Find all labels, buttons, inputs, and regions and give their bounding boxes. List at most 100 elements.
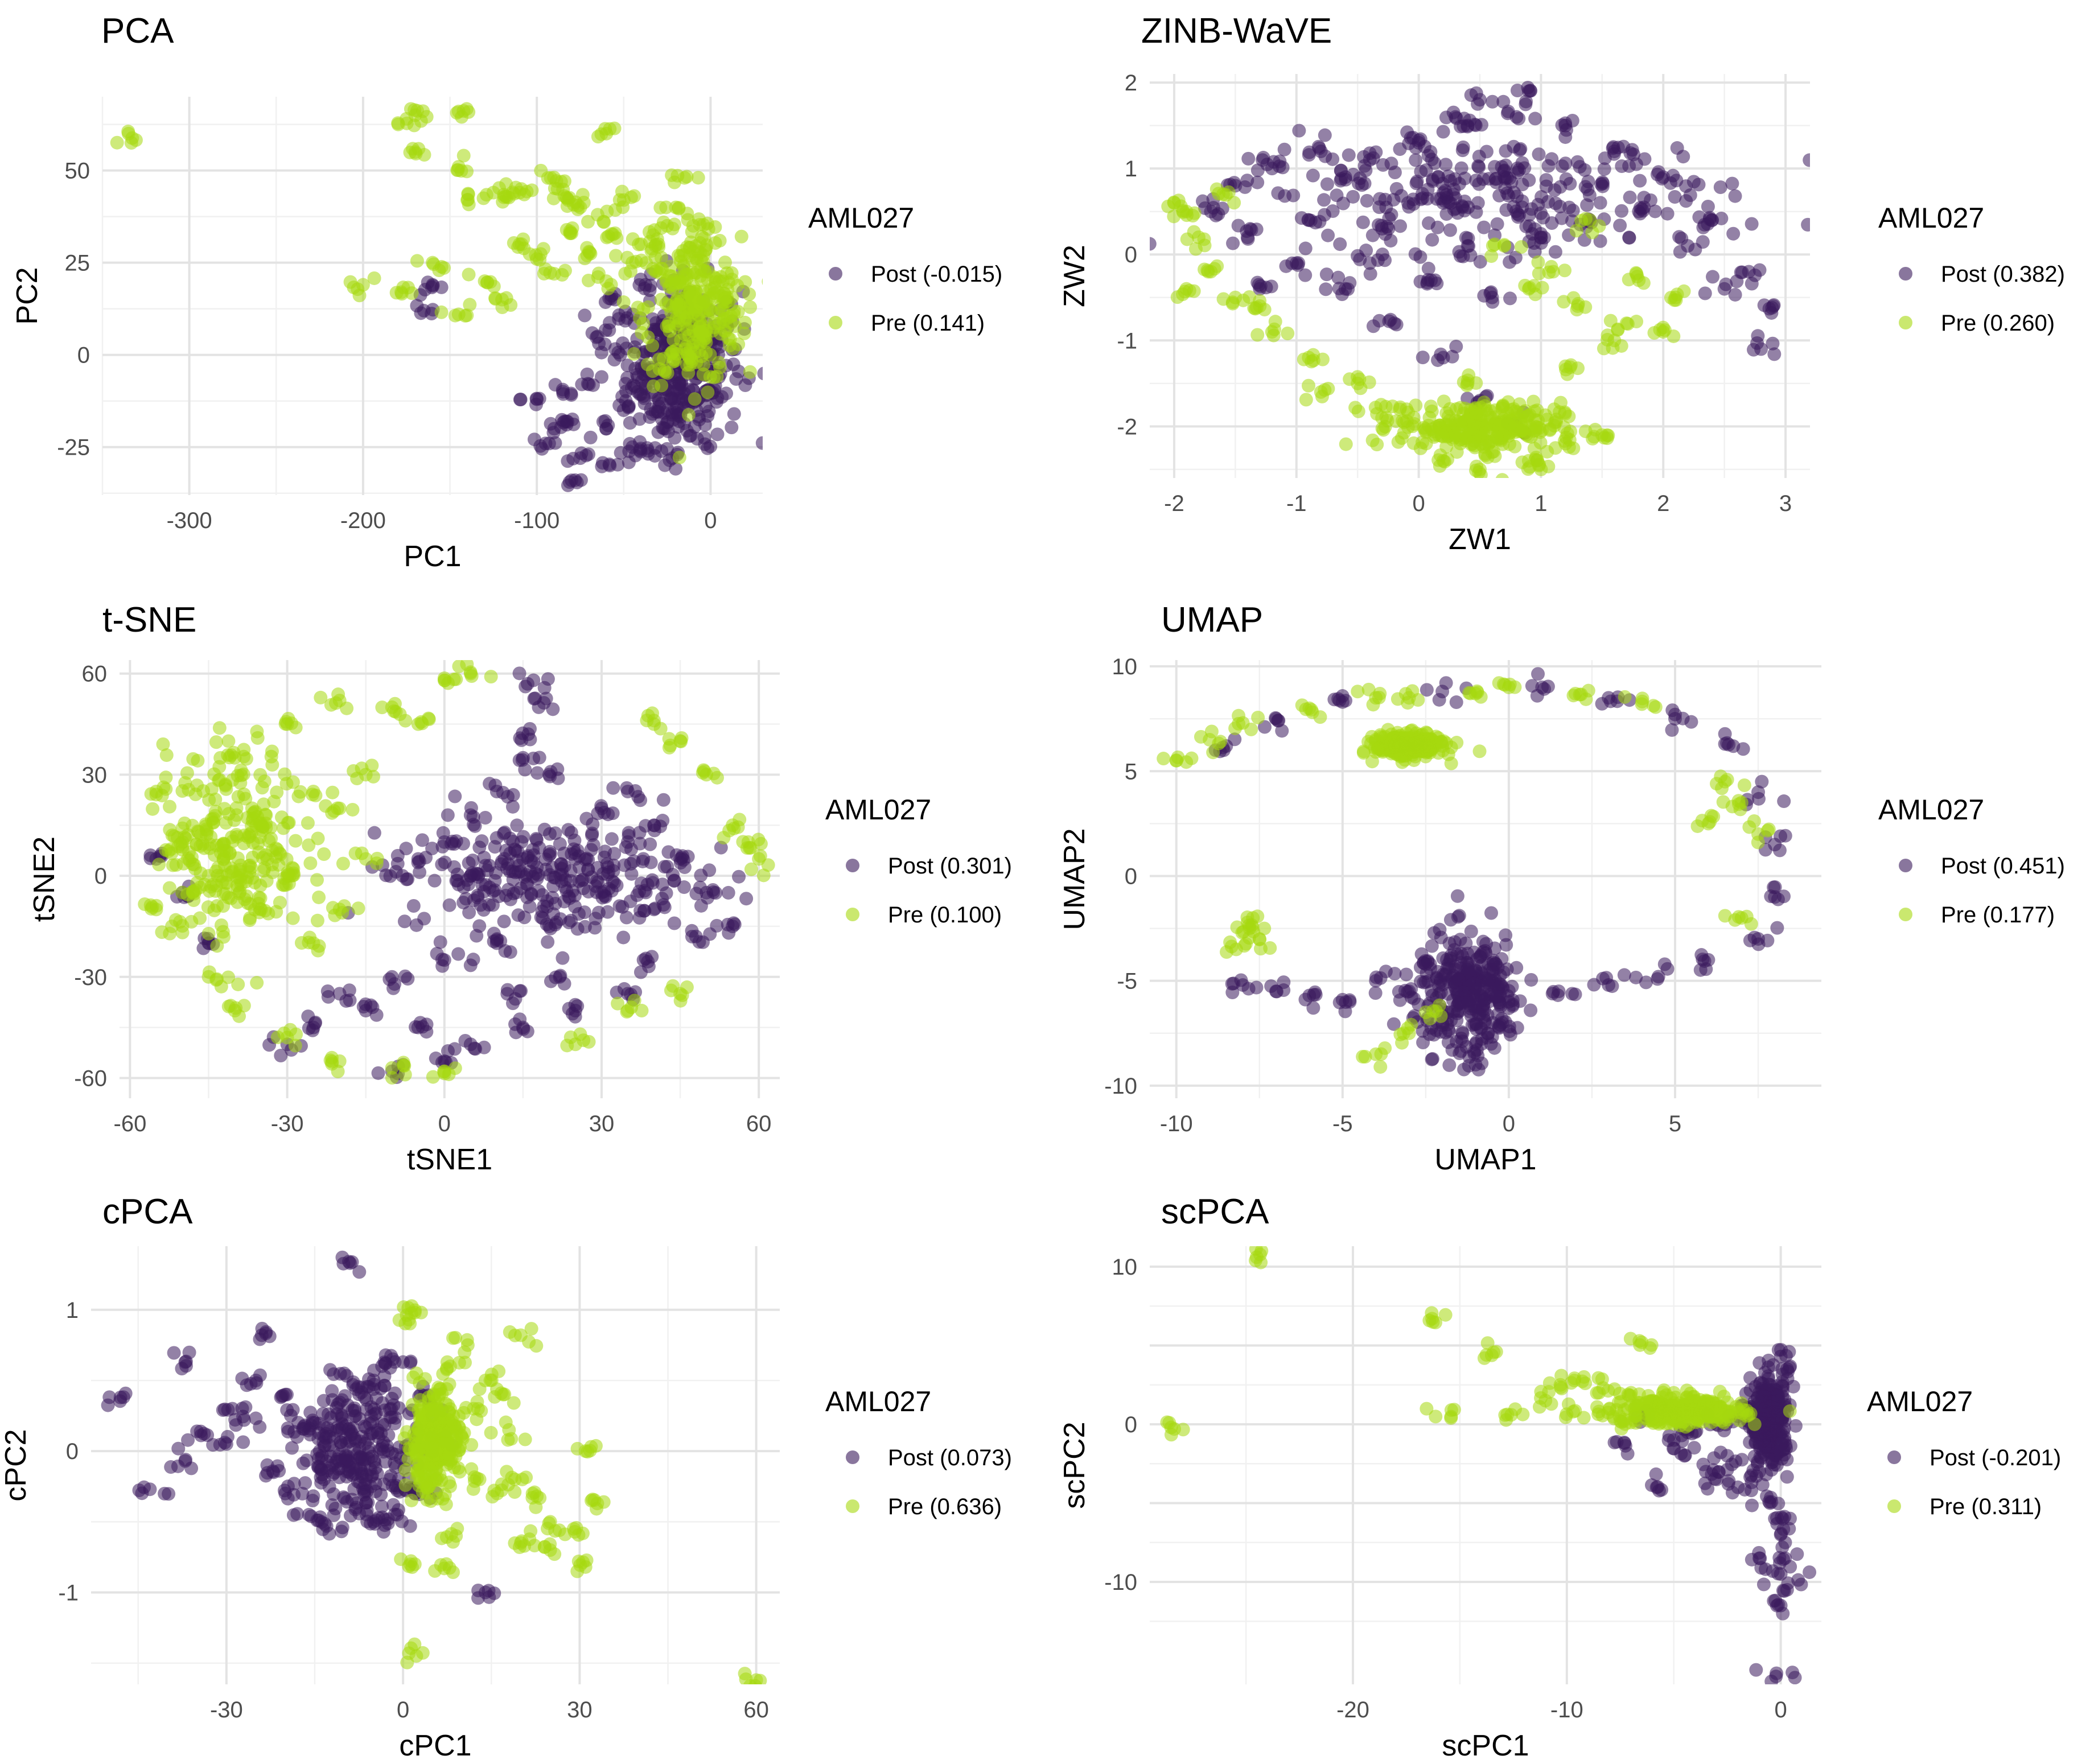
data-point [415, 833, 429, 847]
data-point [1578, 180, 1593, 194]
data-point [1472, 160, 1486, 174]
data-point [1554, 211, 1569, 225]
data-point [1226, 236, 1240, 250]
data-point [1298, 241, 1313, 255]
data-point [602, 323, 616, 337]
data-point [447, 672, 461, 686]
data-point [1408, 247, 1422, 261]
data-point [529, 1500, 543, 1514]
data-point [298, 1476, 312, 1490]
data-point [234, 868, 248, 883]
data-point [541, 1522, 555, 1536]
data-point [589, 912, 603, 926]
y-tick-label: 0 [66, 1439, 79, 1464]
data-point [549, 916, 563, 930]
data-point [414, 306, 428, 320]
data-point [345, 802, 360, 817]
data-point [497, 914, 511, 929]
data-point [236, 767, 250, 781]
y-tick-label: -25 [57, 435, 90, 460]
data-point [314, 690, 328, 704]
data-point [264, 749, 278, 764]
data-point [1570, 303, 1584, 317]
data-point [121, 125, 135, 139]
data-point [1406, 197, 1421, 211]
legend-label: Pre (0.260) [1941, 311, 2055, 336]
x-tick-label: 0 [397, 1697, 409, 1722]
data-point [1774, 829, 1788, 843]
y-tick-label: 0 [1125, 864, 1137, 889]
data-point [383, 1361, 397, 1375]
data-point [732, 869, 746, 884]
data-point [1187, 284, 1201, 298]
data-point [1451, 910, 1465, 924]
data-point [1747, 343, 1761, 357]
data-point [1760, 933, 1775, 947]
data-point [433, 935, 447, 949]
data-point [327, 1466, 342, 1480]
data-point [617, 982, 631, 996]
data-point [1569, 224, 1583, 238]
data-point [571, 202, 585, 216]
x-axis-title: UMAP1 [1434, 1143, 1536, 1176]
data-point [1221, 185, 1236, 199]
data-point [1241, 232, 1255, 246]
data-point [534, 910, 548, 924]
data-point [1449, 111, 1463, 125]
panel-title: ZINB-WaVE [1141, 11, 1332, 51]
data-point [1633, 174, 1647, 188]
data-point [1705, 270, 1719, 284]
data-point [662, 732, 676, 746]
data-point [459, 102, 474, 116]
data-point [250, 976, 264, 990]
data-point [1232, 708, 1246, 723]
data-point [557, 859, 571, 873]
data-point [509, 885, 524, 900]
x-tick-label: -200 [340, 508, 386, 533]
data-point [546, 191, 561, 205]
data-point [397, 1058, 412, 1073]
data-point [1445, 349, 1459, 364]
data-point [294, 936, 308, 950]
data-point [355, 846, 369, 860]
data-point [628, 380, 642, 394]
data-point [1629, 970, 1643, 984]
data-point [1453, 933, 1467, 947]
data-point [452, 660, 466, 673]
data-point [659, 274, 673, 288]
data-point [462, 905, 476, 920]
data-point [488, 840, 502, 854]
data-point [581, 215, 595, 229]
data-point [1436, 743, 1450, 757]
data-point [598, 337, 612, 352]
x-tick-label: 3 [1779, 491, 1792, 516]
data-point [1315, 352, 1330, 366]
data-point [305, 788, 319, 802]
data-point [464, 801, 478, 815]
points-layer [1160, 1246, 1817, 1684]
data-point [578, 308, 592, 323]
data-point [1418, 423, 1432, 438]
data-point [293, 785, 307, 799]
data-point [1474, 988, 1488, 1002]
data-point [632, 412, 647, 426]
data-point [1263, 941, 1277, 955]
data-point [1434, 985, 1448, 999]
data-point [541, 935, 555, 949]
data-point [520, 1024, 534, 1038]
data-point [471, 1591, 486, 1605]
data-point [1477, 220, 1491, 234]
data-point [492, 181, 506, 195]
data-point [1425, 172, 1439, 187]
data-point [680, 170, 694, 184]
data-point [1521, 80, 1535, 94]
data-point [1472, 150, 1486, 164]
data-point [129, 133, 143, 147]
data-point [1365, 228, 1380, 242]
data-point [1356, 745, 1371, 760]
x-axis-title: tSNE1 [407, 1143, 492, 1176]
data-point [460, 308, 474, 323]
data-point [335, 1520, 349, 1535]
data-point [1436, 125, 1450, 139]
